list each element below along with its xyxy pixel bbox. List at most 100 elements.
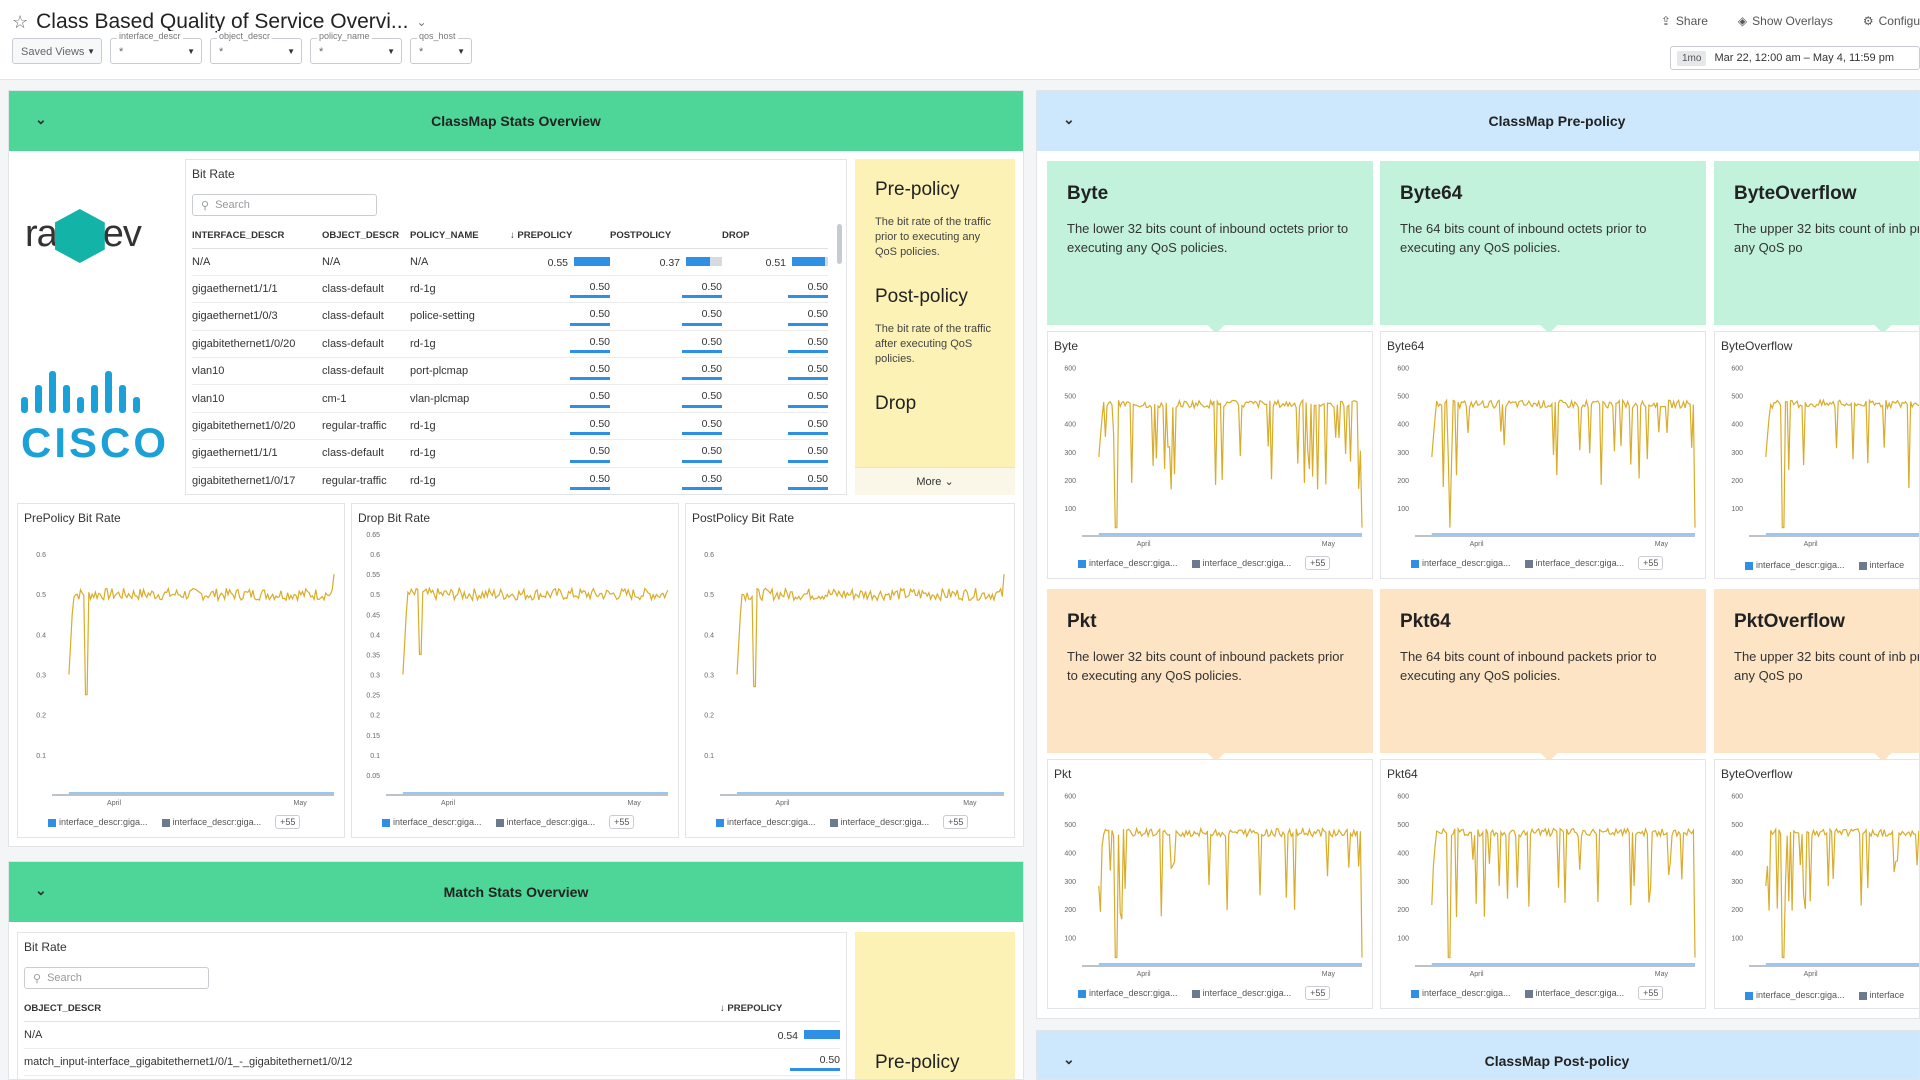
x-tick-label: May	[963, 800, 977, 807]
series-line	[68, 574, 335, 696]
filter-label: qos_host	[417, 31, 458, 41]
cell-value: 0.50	[701, 335, 722, 348]
col-object-descr[interactable]: OBJECT_DESCR	[24, 997, 720, 1022]
col-postpolicy[interactable]: POSTPOLICY	[610, 224, 722, 249]
legend-more-button[interactable]: +55	[275, 815, 301, 829]
legend-swatch	[1858, 561, 1867, 570]
col-prepolicy[interactable]: ↓ PREPOLICY	[720, 997, 840, 1022]
cell-value: 0.50	[589, 363, 610, 376]
cell-prepolicy: 0.50	[510, 439, 610, 468]
chart-legend: interface_descr:giga... interface_descr:g…	[1078, 556, 1331, 570]
table-row[interactable]: vlan10 cm-1 vlan-plcmap 0.50 0.50 0.50	[192, 384, 828, 413]
x-tick-label: April	[1804, 971, 1818, 978]
legend-more-button[interactable]: +55	[1305, 556, 1331, 570]
table-row[interactable]: gigabitethernet1/0/20 class-default rd-1g 0…	[192, 330, 828, 359]
legend-item[interactable]: interface_descr:giga...	[1524, 988, 1624, 998]
star-icon[interactable]: ☆	[12, 11, 29, 32]
share-button[interactable]: ⇪ Share	[1661, 14, 1708, 28]
y-tick-label: 400	[1064, 850, 1076, 857]
cell-object-descr: match_input-interface_gigabitethernet1/0…	[24, 1048, 720, 1077]
search-input[interactable]: ⚲ Search	[24, 967, 209, 989]
legend-more-button[interactable]: +55	[943, 815, 969, 829]
legend-more-button[interactable]: +55	[1305, 986, 1331, 1000]
cell-object-descr: class-default	[322, 302, 410, 331]
show-overlays-button[interactable]: ◈ Show Overlays	[1738, 14, 1833, 28]
x-tick-label: May	[628, 800, 642, 807]
value-bar	[574, 256, 610, 266]
collapse-icon[interactable]: ⌄	[35, 882, 47, 898]
legend-swatch	[1411, 989, 1419, 998]
collapse-icon[interactable]: ⌄	[1063, 1051, 1075, 1067]
chevron-down-icon[interactable]: ⌄	[416, 15, 427, 29]
legend-item[interactable]: interface_descr:giga...	[382, 817, 482, 827]
byte-chart: Byte 100 200 300 400 500 600 April May interface_…	[1047, 331, 1373, 579]
legend-item[interactable]: interface_descr:giga...	[495, 817, 595, 827]
value-bar	[792, 256, 828, 266]
legend-swatch	[716, 818, 724, 827]
table-row[interactable]: match_input-interface_gigabitethernet1/0…	[24, 1048, 840, 1077]
chart-title: Pkt	[1054, 767, 1072, 781]
cell-value: 0.50	[701, 308, 722, 321]
search-input[interactable]: ⚲ Search	[192, 194, 377, 216]
time-range-picker[interactable]: 1mo Mar 22, 12:00 am – May 4, 11:59 pm	[1670, 46, 1920, 70]
legend-item[interactable]: interface_descr:giga...	[829, 817, 929, 827]
cell-policy-name: rd-1g	[410, 439, 510, 468]
table-row[interactable]: gigaethernet1/1/1 class-default rd-1g 0.50 0…	[192, 275, 828, 304]
legend-swatch	[495, 818, 504, 827]
note-title: Post-policy	[875, 286, 968, 307]
legend-item[interactable]: interface_descr:giga...	[1191, 988, 1291, 998]
collapse-icon[interactable]: ⌄	[1063, 111, 1075, 127]
legend-item[interactable]: interface_descr:giga...	[161, 817, 261, 827]
legend-item[interactable]: interface_descr:giga...	[716, 817, 816, 827]
table-row[interactable]: gigabitethernet1/0/20 regular-traffic rd-1…	[192, 412, 828, 441]
legend-more-button[interactable]: +55	[1638, 556, 1664, 570]
filter-qos-host[interactable]: qos_host * ▼	[410, 31, 472, 64]
legend-item[interactable]: interface_descr:giga...	[1078, 558, 1178, 568]
legend-item[interactable]: interface	[1858, 990, 1904, 1000]
chart-legend: interface_descr:giga... interface_descr:g…	[716, 815, 969, 829]
saved-views-dropdown[interactable]: Saved Views ▼	[12, 38, 102, 64]
filter-policy-name[interactable]: policy_name * ▼	[310, 31, 402, 64]
legend-more-button[interactable]: +55	[609, 815, 635, 829]
configure-button[interactable]: ⚙ Configu	[1863, 14, 1920, 28]
table-row[interactable]: gigaethernet1/1/1 class-default rd-1g 0.50 0…	[192, 439, 828, 468]
legend-item[interactable]: interface_descr:giga...	[1745, 990, 1845, 1000]
series-line	[1431, 826, 1696, 959]
table-row[interactable]: gigaethernet1/0/3 class-default police-set…	[192, 302, 828, 331]
table-row[interactable]: N/A N/A N/A 0.55 0.37 0.51	[192, 248, 828, 276]
legend-item[interactable]: interface_descr:giga...	[1524, 558, 1624, 568]
legend-more-button[interactable]: +55	[1638, 986, 1664, 1000]
x-tick-label: April	[775, 800, 789, 807]
legend-item[interactable]: interface_descr:giga...	[1411, 988, 1511, 998]
cell-value: 0.50	[589, 390, 610, 403]
legend-item[interactable]: interface_descr:giga...	[1745, 560, 1845, 570]
filter-interface-descr[interactable]: interface_descr * ▼	[110, 31, 202, 64]
col-policy-name[interactable]: POLICY_NAME	[410, 224, 510, 249]
filter-object-descr[interactable]: object_descr * ▼	[210, 31, 302, 64]
col-object-descr[interactable]: OBJECT_DESCR	[322, 224, 410, 249]
col-interface-descr[interactable]: INTERFACE_DESCR	[192, 224, 322, 249]
col-drop[interactable]: DROP	[722, 224, 828, 249]
y-tick-label: 0.3	[370, 673, 380, 680]
legend-item[interactable]: interface	[1858, 560, 1904, 570]
table-row[interactable]: gigabitethernet1/0/17 regular-traffic rd-1…	[192, 467, 828, 494]
cell-object-descr: N/A	[322, 248, 410, 276]
value-bar	[788, 404, 828, 408]
table-row[interactable]: N/A 0.54	[24, 1021, 840, 1049]
legend-item[interactable]: interface_descr:giga...	[1078, 988, 1178, 998]
legend-item[interactable]: interface_descr:giga...	[1191, 558, 1291, 568]
collapse-icon[interactable]: ⌄	[35, 111, 47, 127]
pkt64-description: Pkt64 The 64 bits count of inbound packet…	[1380, 589, 1706, 762]
table-row[interactable]: vlan10 class-default port-plcmap 0.50 0.50 0.…	[192, 357, 828, 386]
cell-value: 0.50	[701, 280, 722, 293]
y-tick-label: 400	[1731, 422, 1743, 429]
table-scrollbar[interactable]	[837, 224, 842, 264]
cell-prepolicy: 0.50	[510, 357, 610, 386]
legend-item[interactable]: interface_descr:giga...	[48, 817, 148, 827]
legend-item[interactable]: interface_descr:giga...	[1411, 558, 1511, 568]
col-prepolicy[interactable]: ↓ PREPOLICY	[510, 224, 610, 249]
more-button[interactable]: More ⌄	[855, 467, 1015, 495]
dashboard-title[interactable]: Class Based Quality of Service Overvi...	[36, 10, 409, 33]
chart-svg: 0.1 0.2 0.3 0.4 0.5 0.6 April May	[36, 552, 335, 807]
value-bar	[682, 459, 722, 463]
